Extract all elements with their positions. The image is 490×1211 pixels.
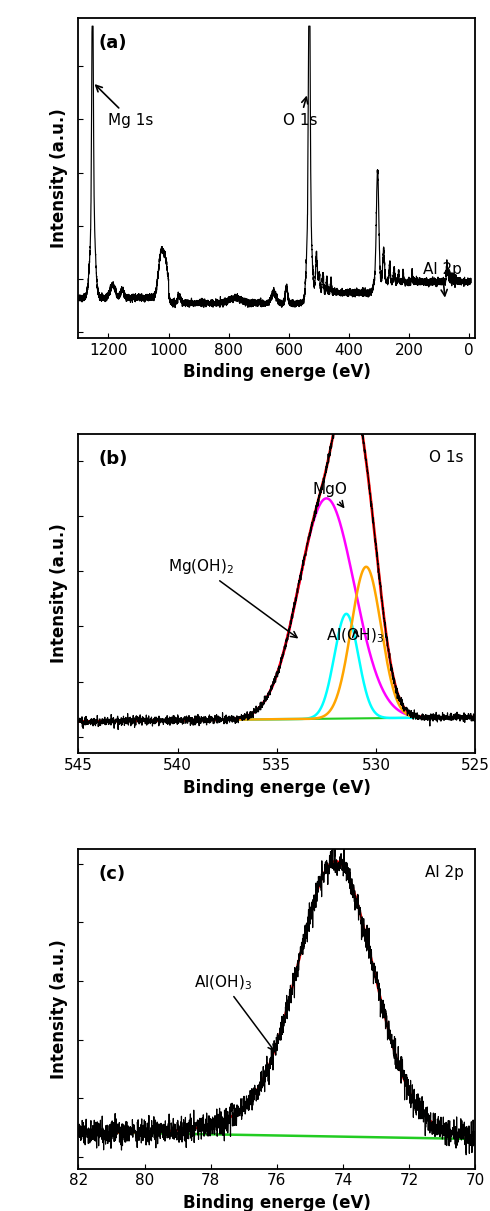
Text: MgO: MgO xyxy=(313,482,347,507)
Text: Mg 1s: Mg 1s xyxy=(96,85,154,127)
X-axis label: Binding energe (eV): Binding energe (eV) xyxy=(183,363,371,381)
Y-axis label: Intensity (a.u.): Intensity (a.u.) xyxy=(50,523,68,664)
X-axis label: Binding energe (eV): Binding energe (eV) xyxy=(183,779,371,797)
Y-axis label: Intensity (a.u.): Intensity (a.u.) xyxy=(50,939,68,1079)
Text: Al 2p: Al 2p xyxy=(423,262,462,295)
Text: Al(OH)$_3$: Al(OH)$_3$ xyxy=(194,974,274,1051)
Text: O 1s: O 1s xyxy=(429,449,464,465)
Text: Al 2p: Al 2p xyxy=(424,865,464,880)
Text: (b): (b) xyxy=(98,449,127,467)
Text: (a): (a) xyxy=(98,34,127,52)
Text: O 1s: O 1s xyxy=(283,97,318,127)
Y-axis label: Intensity (a.u.): Intensity (a.u.) xyxy=(50,108,68,248)
Text: (c): (c) xyxy=(98,865,125,883)
X-axis label: Binding energe (eV): Binding energe (eV) xyxy=(183,1194,371,1211)
Text: Al(OH)$_3$: Al(OH)$_3$ xyxy=(326,626,385,645)
Text: Mg(OH)$_2$: Mg(OH)$_2$ xyxy=(168,557,297,637)
